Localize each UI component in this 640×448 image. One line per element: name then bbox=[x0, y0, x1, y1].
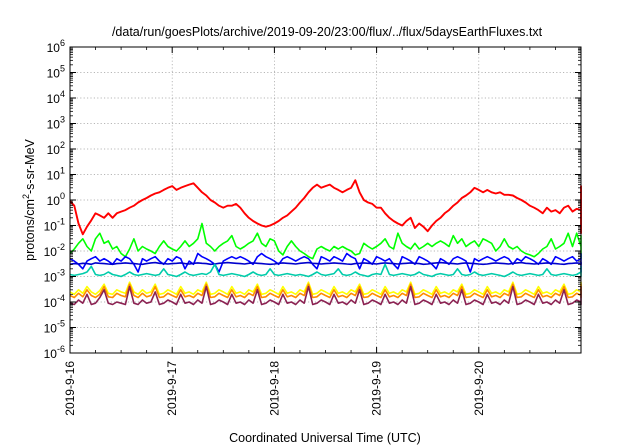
y-tick-label: 10-4 bbox=[44, 293, 65, 310]
y-tick-label: 105 bbox=[47, 64, 65, 81]
y-tick-label: 10-6 bbox=[44, 344, 65, 361]
y-axis-title: protons/cm2-s-sr-MeV bbox=[21, 138, 37, 260]
y-axis-title-base: protons/cm bbox=[23, 199, 37, 261]
x-tick-label: 2019-9-16 bbox=[63, 361, 77, 416]
series-line-4 bbox=[69, 261, 582, 266]
chart-title: /data/run/goesPlots/archive/2019-09-20/2… bbox=[112, 25, 543, 39]
x-tick-label: 2019-9-19 bbox=[370, 361, 384, 416]
y-tick-label: 101 bbox=[47, 166, 65, 183]
y-axis-title-sup: 2 bbox=[21, 194, 31, 199]
y-tick-label: 104 bbox=[47, 89, 65, 106]
y-tick-label: 103 bbox=[47, 115, 65, 132]
x-tick-label: 2019-9-17 bbox=[165, 361, 179, 416]
y-axis-title-rest: -s-sr-MeV bbox=[23, 138, 37, 194]
x-tick-label: 2019-9-20 bbox=[472, 361, 486, 416]
y-tick-label: 100 bbox=[47, 191, 65, 208]
y-tick-label: 106 bbox=[47, 38, 65, 55]
y-axis-ticks: 10-6 10-5 10-4 10-3 10-2 10-1 100 101 102 103 104 1… bbox=[44, 38, 581, 361]
x-tick-label: 2019-9-18 bbox=[267, 361, 281, 416]
y-tick-label: 10-2 bbox=[44, 242, 65, 259]
y-tick-label: 10-5 bbox=[44, 319, 65, 336]
y-tick-label: 10-3 bbox=[44, 268, 65, 285]
y-tick-label: 102 bbox=[47, 140, 65, 157]
x-axis-ticks: 2019-9-16 2019-9-17 2019-9-18 2019-9-19 2019… bbox=[63, 47, 556, 416]
x-axis-title: Coordinated Universal Time (UTC) bbox=[229, 431, 421, 445]
y-tick-label: 10-1 bbox=[44, 217, 65, 234]
